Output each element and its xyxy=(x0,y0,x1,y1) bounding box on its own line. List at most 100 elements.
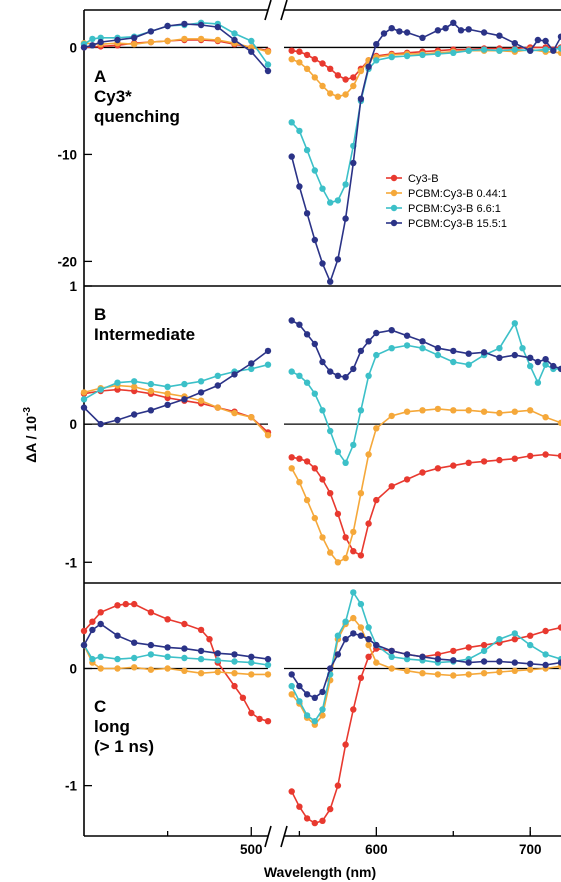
data-point xyxy=(288,691,295,698)
data-point xyxy=(248,414,255,421)
data-point xyxy=(327,665,334,672)
data-point xyxy=(527,362,534,370)
data-point xyxy=(296,127,303,135)
data-point xyxy=(164,653,171,660)
data-point xyxy=(480,46,488,53)
data-point xyxy=(334,72,342,79)
data-point xyxy=(557,419,561,426)
data-point xyxy=(550,47,557,54)
data-point xyxy=(403,655,411,663)
data-point xyxy=(131,383,138,390)
data-point xyxy=(80,627,88,635)
data-point xyxy=(396,28,403,35)
data-point xyxy=(334,651,342,658)
data-point xyxy=(357,95,365,103)
data-point xyxy=(434,50,442,58)
data-point xyxy=(357,624,365,631)
data-point xyxy=(197,397,205,404)
data-point xyxy=(296,48,303,55)
data-point xyxy=(511,408,518,415)
data-point xyxy=(131,34,138,41)
data-point xyxy=(511,630,518,637)
data-point xyxy=(296,183,303,190)
data-point xyxy=(480,658,488,665)
data-point xyxy=(388,483,395,490)
data-point xyxy=(97,609,104,616)
data-point xyxy=(131,378,138,385)
data-point xyxy=(496,456,503,464)
data-point xyxy=(357,407,365,414)
data-point xyxy=(327,549,334,556)
data-point xyxy=(164,37,171,45)
legend-entry: Cy3-B xyxy=(408,173,439,185)
data-point xyxy=(342,181,349,188)
data-point xyxy=(264,61,272,68)
data-point xyxy=(214,36,221,44)
data-point xyxy=(164,401,171,408)
data-point xyxy=(496,354,503,361)
data-point xyxy=(357,347,365,355)
data-point xyxy=(164,644,171,651)
series-line xyxy=(83,623,269,660)
data-point xyxy=(403,332,411,339)
data-point xyxy=(527,641,534,649)
data-point xyxy=(342,554,349,562)
data-point xyxy=(114,602,121,609)
data-point xyxy=(97,38,104,46)
data-point xyxy=(264,655,272,663)
data-point xyxy=(296,455,303,462)
data-point xyxy=(131,654,138,662)
data-point xyxy=(197,626,205,634)
data-point xyxy=(527,407,534,414)
y-tick-label: -10 xyxy=(57,147,77,162)
data-point xyxy=(319,82,326,90)
data-point xyxy=(80,44,88,51)
data-point xyxy=(342,91,349,98)
data-point xyxy=(147,641,155,649)
data-point xyxy=(327,65,334,73)
data-point xyxy=(380,30,388,37)
data-point xyxy=(357,67,365,75)
series-pcbm-cy3-b-0-44-1 xyxy=(80,35,561,100)
data-point xyxy=(342,459,349,466)
data-point xyxy=(248,360,255,367)
data-point xyxy=(419,407,426,414)
data-point xyxy=(465,644,472,651)
series-pcbm-cy3-b-6-6-1 xyxy=(80,589,561,725)
legend-swatch-marker xyxy=(390,219,398,227)
series-line xyxy=(291,321,561,465)
data-point xyxy=(303,210,311,217)
data-point xyxy=(419,670,426,677)
data-point xyxy=(288,153,295,160)
data-point xyxy=(264,432,272,439)
data-point xyxy=(114,416,121,424)
y-tick-label: 0 xyxy=(69,417,77,432)
data-point xyxy=(434,465,442,472)
data-point xyxy=(542,37,549,45)
data-point xyxy=(288,682,295,690)
data-point xyxy=(434,351,442,359)
data-point xyxy=(542,651,549,658)
data-point xyxy=(542,414,549,421)
data-point xyxy=(114,665,121,672)
panel-annotation: (> 1 ns) xyxy=(94,737,154,756)
data-point xyxy=(342,76,349,83)
data-point xyxy=(231,682,238,690)
x-tick-label: 500 xyxy=(240,842,263,857)
data-point xyxy=(465,361,472,368)
data-point xyxy=(197,389,205,396)
series-line xyxy=(291,616,561,726)
data-point xyxy=(97,620,104,628)
data-point xyxy=(511,40,518,47)
data-point xyxy=(434,655,442,663)
data-point xyxy=(231,670,238,677)
data-point xyxy=(164,616,171,623)
data-point xyxy=(527,666,534,673)
data-point xyxy=(465,47,472,54)
data-point xyxy=(403,408,411,415)
data-point xyxy=(465,26,472,33)
data-point xyxy=(496,636,503,643)
data-point xyxy=(334,93,342,100)
